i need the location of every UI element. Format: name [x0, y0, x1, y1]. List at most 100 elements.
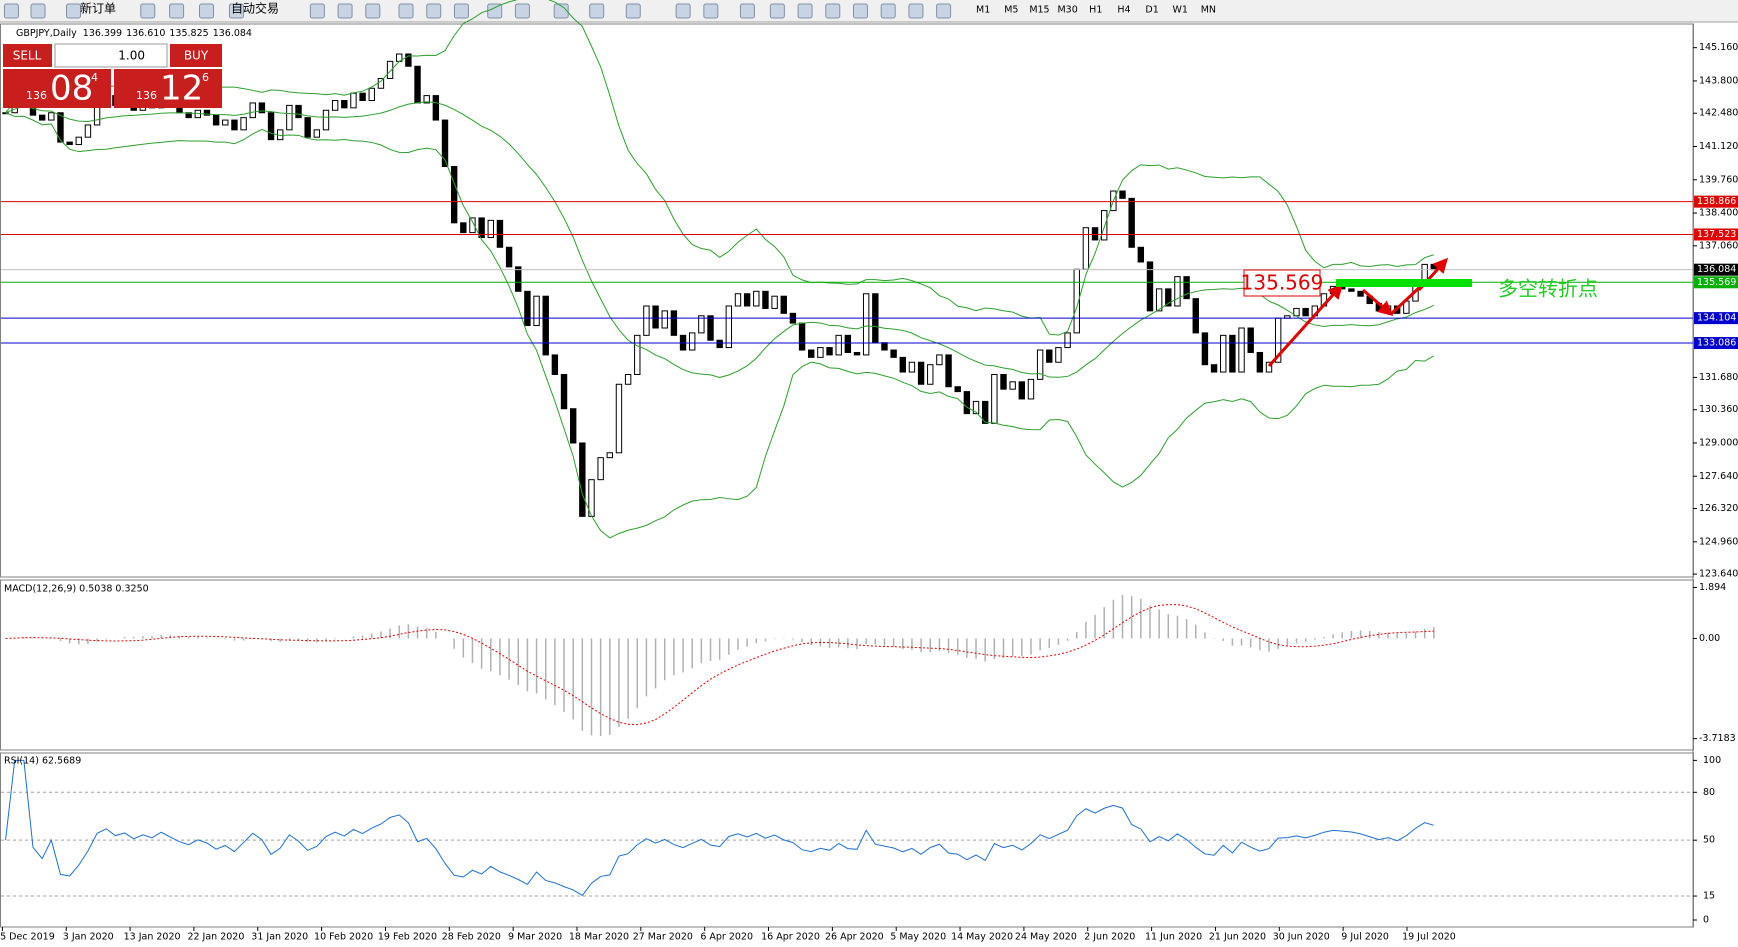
lot-field[interactable]	[54, 43, 168, 68]
level-label-box	[1694, 228, 1738, 241]
pivot-label: 135.569	[1241, 271, 1324, 295]
candle	[1357, 290, 1364, 297]
candle	[579, 442, 586, 517]
toolbar-icon	[553, 3, 569, 19]
timeframe-button[interactable]: H1	[1089, 5, 1102, 16]
new-order-button[interactable]: 新订单	[80, 1, 116, 16]
level-label-box	[1694, 337, 1738, 350]
candle	[203, 109, 211, 116]
candle	[835, 334, 842, 356]
candle	[1348, 288, 1355, 292]
toolbar-icon	[739, 3, 755, 19]
trend-arrow	[1267, 283, 1344, 368]
price-tick-label: 138.400	[1699, 208, 1738, 219]
level-label: 138.866	[1697, 196, 1736, 207]
toolbar-icon	[769, 3, 785, 19]
level-label-box	[1694, 195, 1738, 208]
candle	[844, 334, 852, 353]
sell-button[interactable]	[3, 44, 52, 67]
price-tick-label: 123.640	[1699, 569, 1738, 580]
candle	[1220, 334, 1227, 373]
timeframe-button[interactable]: M30	[1057, 5, 1077, 16]
candle	[1146, 261, 1154, 312]
close: 136.084	[213, 28, 252, 39]
candle	[798, 322, 806, 351]
rsi-tick-label: 80	[1703, 787, 1715, 798]
candle	[57, 112, 64, 143]
sell-price-box[interactable]	[3, 69, 111, 108]
date-label: 21 Jun 2020	[1209, 932, 1266, 943]
chart-header: GBPJPY,Daily 136.399 136.610 135.825 136.084	[16, 28, 252, 39]
timeframe-button[interactable]: MN	[1201, 5, 1216, 16]
candle	[460, 222, 467, 234]
trade-panel: SELL 1.00 BUY 136 08 4 136 12 6	[3, 43, 222, 109]
candle	[286, 104, 293, 131]
candle	[1165, 288, 1172, 307]
candle	[350, 92, 357, 109]
buy-button[interactable]	[170, 44, 222, 67]
sell-price-pips[interactable]: 08	[50, 69, 93, 109]
candle	[66, 141, 73, 146]
candle	[780, 295, 787, 314]
symbol: GBPJPY,Daily	[16, 28, 77, 39]
buy-price-point[interactable]: 6	[202, 71, 209, 84]
candle	[945, 354, 952, 388]
sell-label[interactable]: SELL	[13, 49, 42, 63]
sell-price-big[interactable]: 136	[26, 89, 47, 102]
toolbar-icon	[337, 3, 353, 19]
buy-price-big[interactable]: 136	[136, 89, 157, 102]
buy-price-box[interactable]	[114, 69, 222, 108]
level-label: 135.569	[1697, 277, 1736, 288]
candle	[954, 386, 961, 393]
candle	[661, 310, 668, 329]
rsi-line	[5, 759, 1434, 897]
candle	[377, 77, 385, 89]
date-label: 26 Apr 2020	[825, 932, 884, 943]
candle	[597, 457, 604, 481]
date-label: 19 Jul 2020	[1402, 932, 1456, 943]
candle	[212, 114, 220, 126]
pullback-arrow	[1362, 288, 1394, 316]
rsi-tick-label: 100	[1703, 755, 1721, 766]
candle	[908, 361, 916, 373]
candle	[1091, 227, 1099, 241]
candle	[515, 266, 522, 292]
lot-value[interactable]: 1.00	[118, 49, 145, 63]
timeframe-button[interactable]: M1	[976, 5, 990, 16]
toolbar-icon	[514, 3, 530, 19]
auto-trading-button[interactable]: 自动交易	[231, 1, 279, 16]
candle	[450, 166, 458, 224]
buy-price-pips[interactable]: 12	[160, 69, 203, 109]
rsi-tick-label: 50	[1703, 835, 1715, 846]
timeframe-button[interactable]: H4	[1117, 5, 1130, 16]
candle	[359, 92, 366, 102]
candle	[1009, 381, 1016, 390]
date-label: 27 Mar 2020	[633, 932, 693, 943]
buy-label[interactable]: BUY	[184, 49, 209, 63]
date-label: 13 Jan 2020	[124, 932, 181, 943]
candle	[38, 114, 46, 121]
toolbar-icon	[675, 3, 691, 19]
candle	[862, 293, 870, 356]
toolbar-icon	[3, 3, 19, 19]
candle	[551, 354, 559, 375]
candle	[1210, 364, 1218, 373]
toolbar-icon	[199, 3, 215, 19]
timeframe-button[interactable]: D1	[1145, 5, 1158, 16]
date-label: 25 Dec 2019	[0, 932, 55, 943]
timeframe-button[interactable]: M5	[1004, 5, 1018, 16]
candle	[322, 109, 330, 131]
sell-price-point[interactable]: 4	[91, 71, 98, 84]
candle	[231, 119, 238, 131]
candle	[1000, 373, 1007, 390]
candle	[267, 112, 275, 141]
timeframe-button[interactable]: M15	[1029, 5, 1049, 16]
candle	[1247, 327, 1254, 353]
macd-tick-label: 0.00	[1699, 633, 1720, 644]
price-tick-label: 145.160	[1699, 42, 1738, 53]
timeframe-button[interactable]: W1	[1173, 5, 1188, 16]
candle	[1046, 349, 1053, 363]
candle	[75, 136, 82, 146]
candle	[505, 246, 513, 268]
candle	[817, 347, 824, 358]
